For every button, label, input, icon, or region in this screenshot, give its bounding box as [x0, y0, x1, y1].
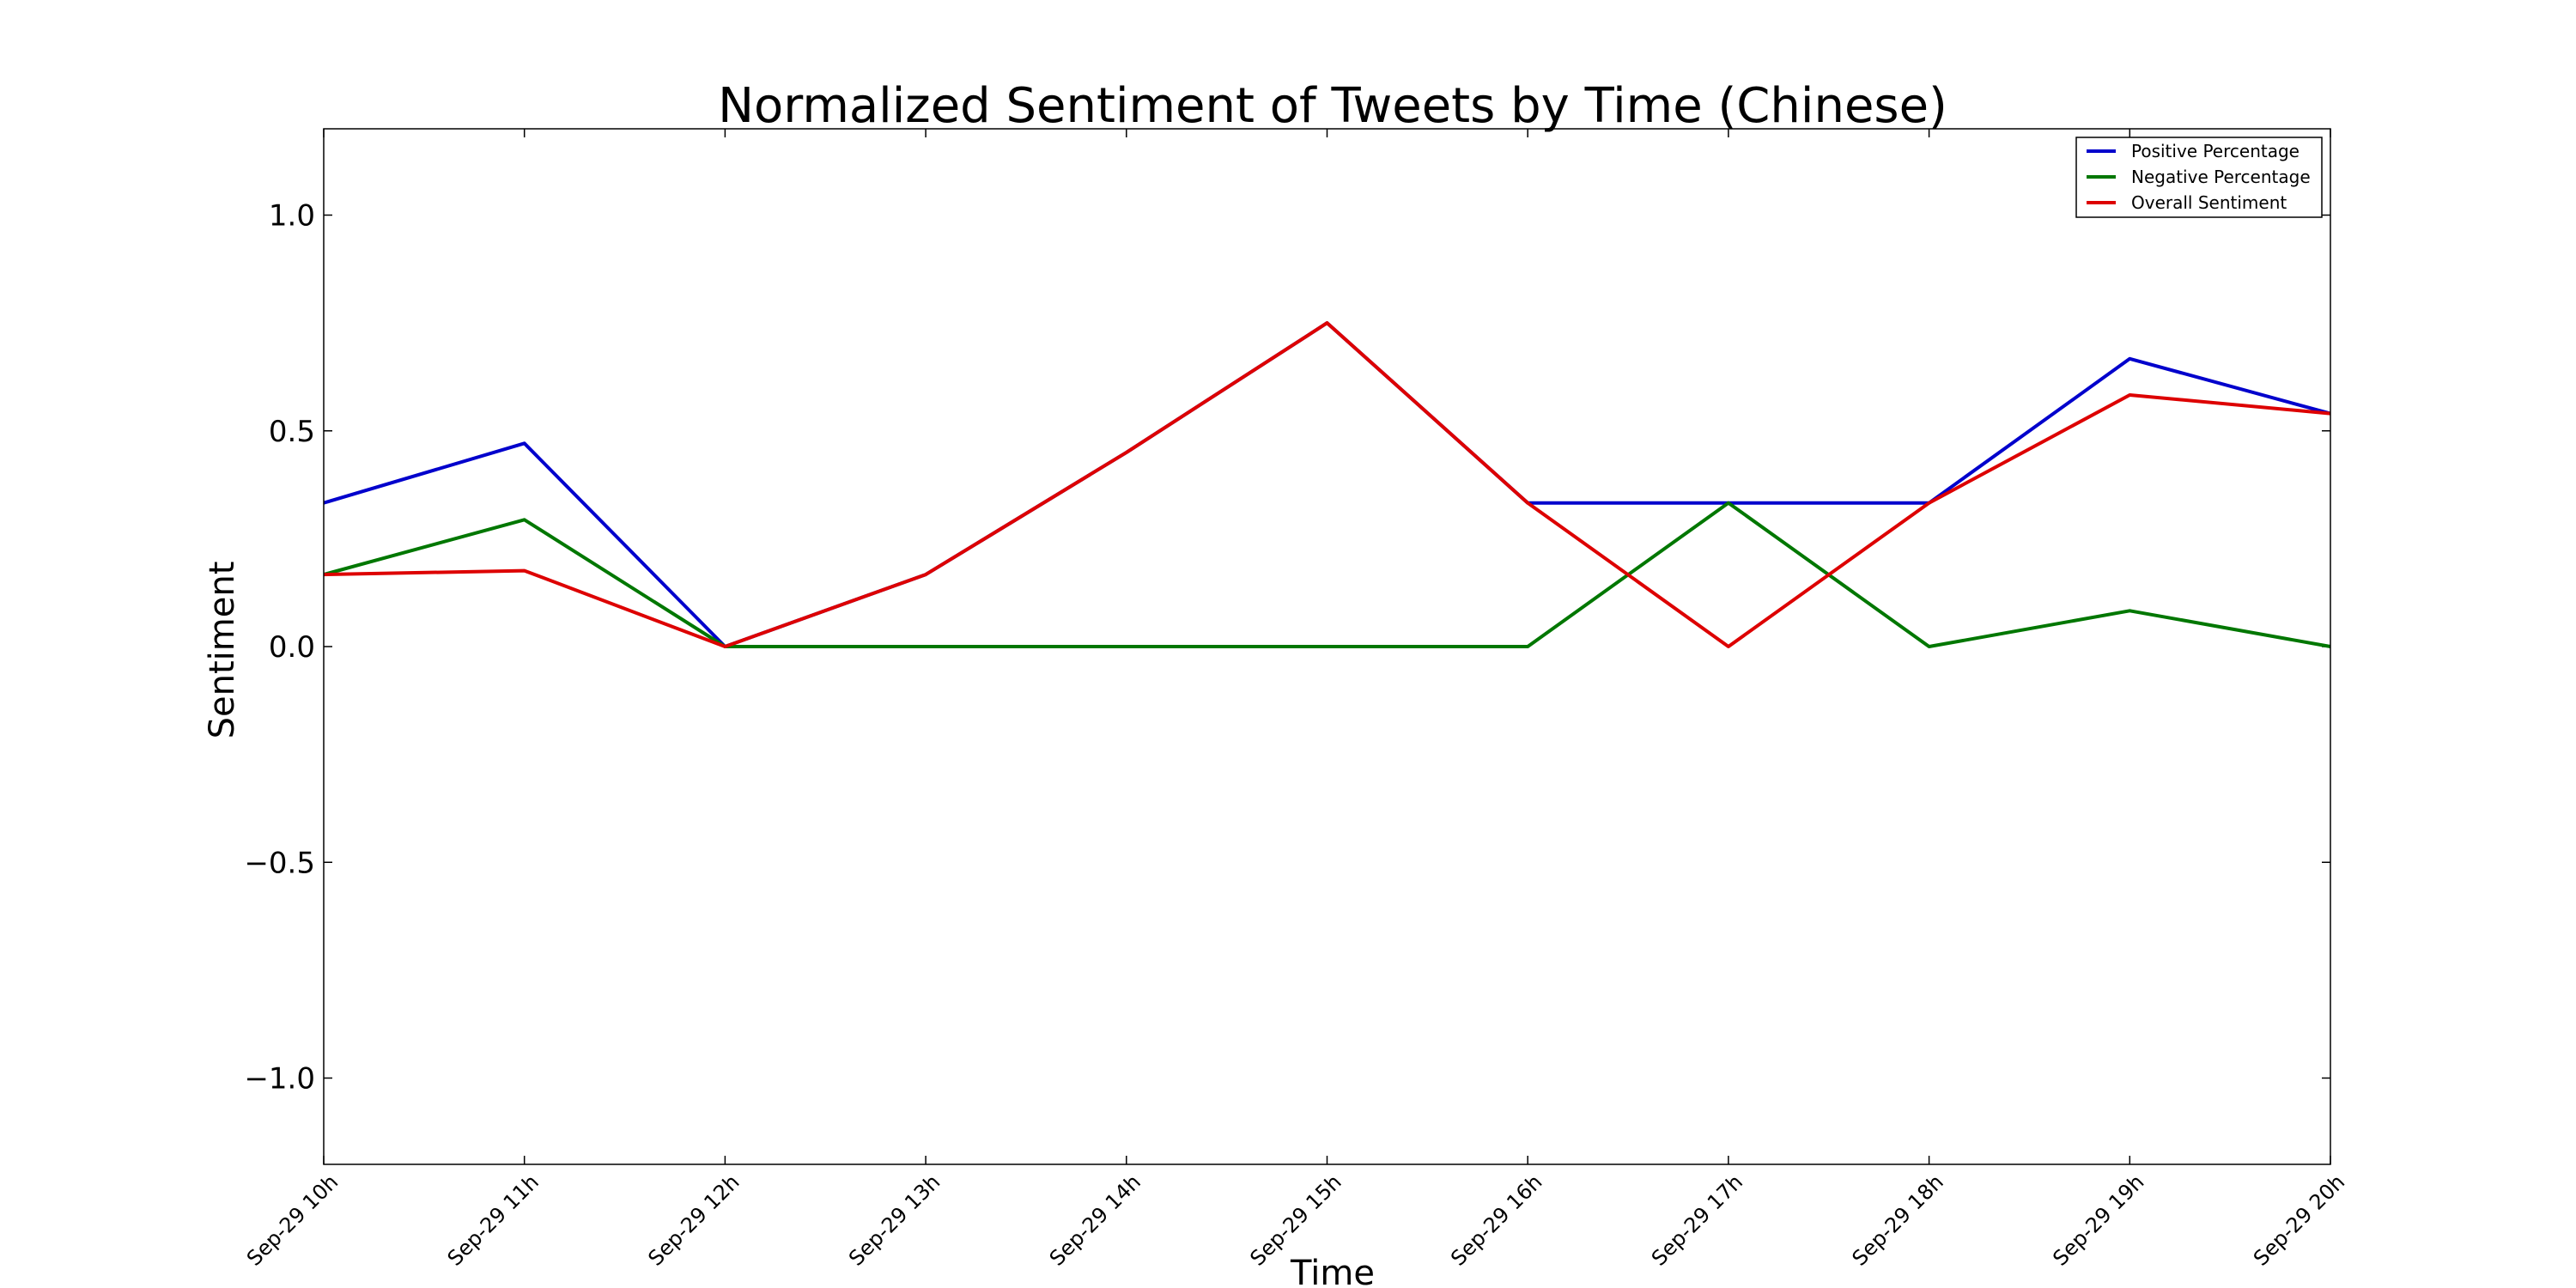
axes-frame — [323, 128, 2331, 1165]
legend-box — [2075, 137, 2323, 218]
y-tick-label: −1.0 — [244, 1062, 315, 1097]
x-axis-label: Time — [1290, 1254, 1375, 1288]
legend-label: Negative Percentage — [2131, 167, 2311, 187]
legend-label: Overall Sentiment — [2131, 192, 2287, 213]
legend: Positive Percentage Negative Percentage Ov… — [2075, 137, 2323, 218]
y-tick-label: 0.5 — [269, 415, 315, 449]
series-line-3 — [323, 321, 2331, 648]
y-tick-label: 1.0 — [269, 199, 315, 234]
chart-title: Normalized Sentiment of Tweets by Time (… — [718, 78, 1947, 134]
y-tick-label: −0.5 — [244, 846, 315, 880]
y-axis-label: Sentiment — [203, 562, 242, 739]
y-tick-label: 0.0 — [269, 630, 315, 665]
series-line-2 — [323, 501, 2331, 648]
legend-label: Positive Percentage — [2131, 141, 2300, 161]
